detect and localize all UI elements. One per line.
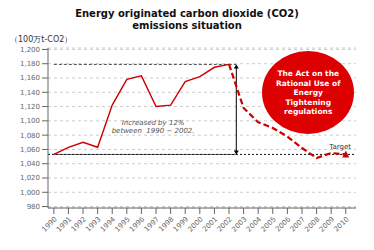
svg-text:980: 980: [27, 203, 40, 211]
html-text:Energy originated carbon dioxi: Energy originated carbon dioxide (CO2) e…: [75, 8, 299, 31]
svg-text:1997: 1997: [143, 215, 161, 233]
svg-text:1,140: 1,140: [20, 89, 40, 97]
svg-text:2009: 2009: [318, 215, 336, 233]
svg-text:1,060: 1,060: [20, 146, 40, 154]
svg-text:1,020: 1,020: [20, 174, 40, 182]
svg-text:1995: 1995: [113, 215, 131, 233]
svg-text:2006: 2006: [274, 215, 293, 234]
svg-text:1999: 1999: [172, 215, 190, 233]
svg-text:1,040: 1,040: [20, 160, 40, 168]
svg-text:1991: 1991: [55, 215, 73, 233]
svg-text:2000: 2000: [186, 215, 204, 233]
svg-text:2007: 2007: [289, 215, 307, 233]
svg-text:1990: 1990: [41, 215, 59, 233]
svg-text:1,180: 1,180: [20, 60, 40, 68]
svg-text:1996: 1996: [128, 215, 147, 234]
svg-text:1,100: 1,100: [20, 117, 40, 125]
html-text:The Act on the Rational Use of: The Act on the Rational Use of Energy Ti…: [276, 69, 341, 116]
svg-text:Increased by 12%between 1990: Increased by 12%between 1990 − 2002.: [112, 118, 195, 134]
svg-text:2008: 2008: [303, 215, 321, 233]
html-text:（100万t-CO2）: （100万t-CO2）: [10, 35, 73, 44]
svg-text:2001: 2001: [201, 215, 219, 233]
svg-text:2003: 2003: [230, 215, 248, 233]
svg-text:Target: Target: [328, 143, 351, 151]
svg-text:1,000: 1,000: [20, 189, 40, 197]
svg-text:1,160: 1,160: [20, 74, 40, 82]
svg-text:2005: 2005: [259, 215, 277, 233]
svg-text:2002: 2002: [216, 215, 234, 233]
svg-text:2004: 2004: [245, 215, 264, 234]
svg-text:1,080: 1,080: [20, 132, 40, 140]
svg-text:1998: 1998: [157, 215, 175, 233]
svg-text:1,200: 1,200: [20, 46, 40, 54]
svg-text:1993: 1993: [84, 215, 102, 233]
svg-text:2010: 2010: [332, 215, 350, 233]
svg-text:1994: 1994: [99, 215, 118, 234]
svg-text:1,120: 1,120: [20, 103, 40, 111]
svg-text:1992: 1992: [70, 215, 88, 233]
